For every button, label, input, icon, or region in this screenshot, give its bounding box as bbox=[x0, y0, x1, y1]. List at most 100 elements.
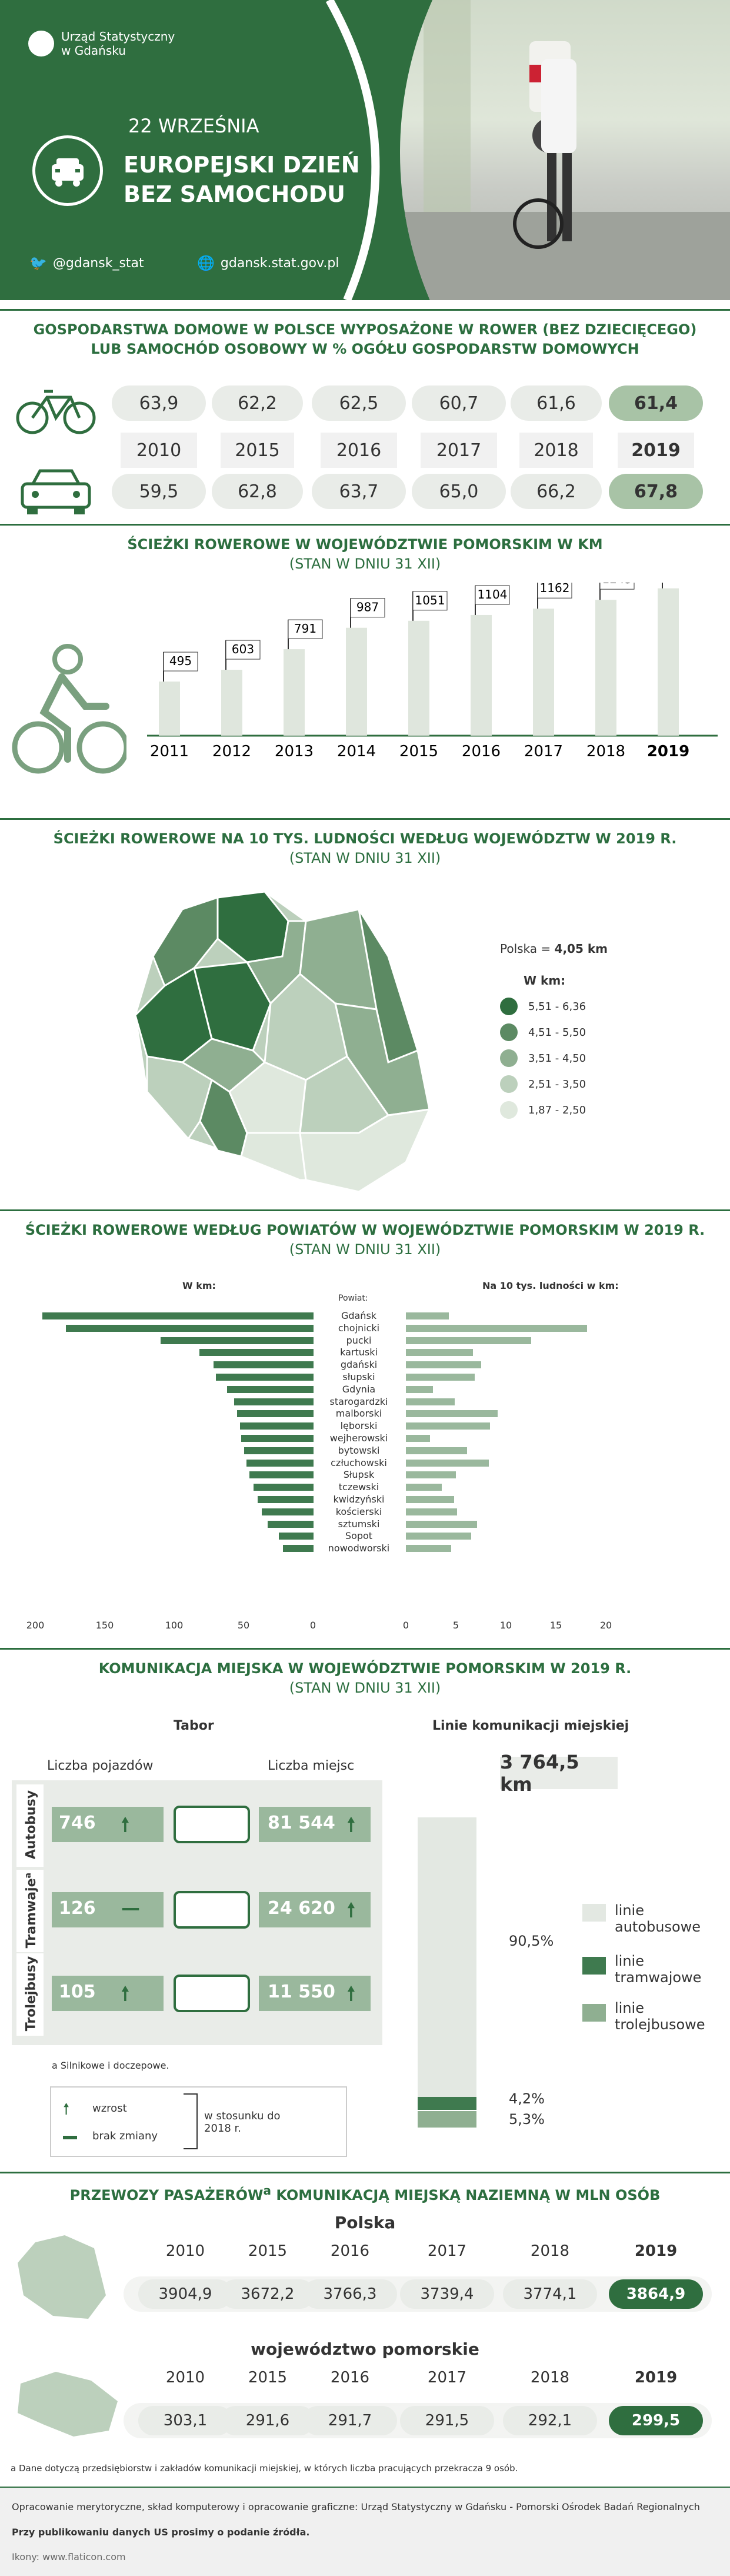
arrow-up-icon: 🠕 bbox=[347, 1899, 355, 1921]
legend-trol-swatch bbox=[582, 2004, 606, 2022]
x-tick-label: 2013 bbox=[275, 743, 314, 760]
website-url: gdansk.stat.gov.pl bbox=[220, 255, 339, 271]
legend-up: wzrost bbox=[92, 2102, 127, 2115]
bar-km bbox=[236, 1410, 314, 1418]
car-value-pill: 63,7 bbox=[312, 474, 406, 509]
right-tick: 10 bbox=[499, 1620, 512, 1631]
lines-title: Linie komunikacji miejskiej bbox=[432, 1719, 629, 1733]
logo-line2: w Gdańsku bbox=[61, 44, 126, 58]
year-label: 2019 bbox=[634, 2242, 678, 2260]
pct-bus: 90,5% bbox=[509, 1933, 554, 1949]
powiat-label: chojnicki bbox=[338, 1322, 380, 1334]
footer bbox=[0, 2488, 730, 2576]
passengers-title-b: KOMUNIKACJĄ MIEJSKĄ NAZIEMNĄ W MLN OSÓB bbox=[271, 2187, 661, 2203]
value-pill: 299,5 bbox=[609, 2406, 703, 2435]
row-label: Trolejbusy bbox=[24, 1950, 39, 2038]
flag bbox=[288, 619, 323, 639]
powiat-label: kartuski bbox=[340, 1347, 378, 1358]
bar-km bbox=[262, 1508, 314, 1515]
seats-value: 24 620 bbox=[268, 1898, 335, 1919]
car-value-pill: 67,8 bbox=[609, 474, 703, 509]
bar-per10k bbox=[406, 1520, 477, 1528]
header-photo bbox=[400, 0, 730, 300]
map-poland-small bbox=[18, 2235, 106, 2319]
trolley-share-bar bbox=[418, 2111, 476, 2128]
year-label: 2010 bbox=[121, 433, 197, 468]
trolleybus-icon bbox=[174, 1975, 250, 2012]
website-link[interactable]: 🌐 gdansk.stat.gov.pl bbox=[197, 255, 339, 271]
bar-km bbox=[282, 1545, 314, 1553]
left-tick: 0 bbox=[309, 1620, 316, 1631]
divider bbox=[0, 1209, 730, 1211]
x-tick-label: 2019 bbox=[647, 743, 689, 760]
bar bbox=[533, 609, 554, 736]
powiaty-subtitle: (STAN W DNIU 31 XII) bbox=[289, 1241, 441, 1258]
legend-label: 3,51 - 4,50 bbox=[528, 1052, 586, 1065]
legend-swatch bbox=[500, 1101, 518, 1119]
seats-value: 81 544 bbox=[268, 1813, 335, 1833]
passengers-title: PRZEWOZY PASAŻERÓWa KOMUNIKACJĄ MIEJSKĄ … bbox=[0, 2182, 730, 2204]
header-banner: Urząd Statystyczny w Gdańsku 22 WRZEŚNIA… bbox=[0, 0, 730, 300]
divider bbox=[0, 818, 730, 820]
seats-value: 11 550 bbox=[268, 1982, 335, 2002]
bike-value-pill: 61,4 bbox=[609, 385, 703, 421]
divider bbox=[0, 2487, 730, 2488]
legend-label: 4,51 - 5,50 bbox=[528, 1026, 586, 1039]
car-value-pill: 66,2 bbox=[511, 474, 602, 509]
vehicles-value: 105 bbox=[59, 1982, 96, 2002]
left-tick: 50 bbox=[237, 1620, 250, 1631]
transport-subtitle: (STAN W DNIU 31 XII) bbox=[289, 1680, 441, 1696]
row-label-box bbox=[16, 1870, 44, 1952]
powiat-label: sztumski bbox=[338, 1518, 380, 1530]
row-label-sup: a bbox=[23, 1873, 33, 1879]
year-label: 2017 bbox=[427, 2369, 467, 2386]
flag bbox=[163, 652, 198, 672]
paths-title: ŚCIEŻKI ROWEROWE W WOJEWÓDZTWIE POMORSKI… bbox=[127, 536, 603, 553]
row-label-box bbox=[16, 1953, 44, 2036]
bar-km bbox=[246, 1459, 314, 1467]
flag bbox=[475, 585, 510, 605]
year-label: 2016 bbox=[330, 2369, 370, 2386]
flag bbox=[599, 583, 635, 590]
bus-share-bar bbox=[418, 1817, 476, 2097]
bar-per10k bbox=[406, 1337, 531, 1344]
vehicles-value: 126 bbox=[59, 1898, 96, 1919]
powiat-label: malborski bbox=[335, 1408, 382, 1420]
x-tick-label: 2015 bbox=[399, 743, 438, 760]
value-pill: 303,1 bbox=[138, 2406, 232, 2435]
bar-per10k bbox=[406, 1459, 489, 1467]
legend-label: 5,51 - 6,36 bbox=[528, 1000, 586, 1013]
pct-trol: 5,3% bbox=[509, 2111, 545, 2128]
pct-tram: 4,2% bbox=[509, 2090, 545, 2107]
twitter-icon: 🐦 bbox=[29, 255, 47, 271]
bike-value-pill: 62,2 bbox=[212, 385, 303, 421]
legend-tram: linie tramwajowe bbox=[615, 1953, 702, 1986]
flag bbox=[537, 583, 572, 599]
twitter-link[interactable]: 🐦 @gdansk_stat bbox=[29, 255, 144, 271]
bar bbox=[658, 588, 679, 736]
arrow-up-icon: 🠕 bbox=[347, 1982, 355, 2005]
powiat-label: Gdańsk bbox=[341, 1310, 377, 1321]
change-legend: 🠕 wzrost brak zmiany w stosunku do 2018 … bbox=[50, 2086, 347, 2157]
year-label: 2017 bbox=[427, 2242, 467, 2260]
powiat-label: tczewski bbox=[338, 1481, 379, 1493]
powiat-label: Słupsk bbox=[343, 1469, 375, 1481]
bar-per10k bbox=[406, 1484, 442, 1491]
year-label: 2017 bbox=[421, 433, 497, 468]
bar-per10k bbox=[406, 1385, 433, 1393]
value-pill: 3672,2 bbox=[221, 2279, 315, 2309]
title-line2: BEZ SAMOCHODU bbox=[124, 181, 345, 207]
x-tick-label: 2016 bbox=[462, 743, 501, 760]
powiat-label: starogardzki bbox=[329, 1395, 388, 1407]
map-poland bbox=[134, 890, 431, 1193]
divider bbox=[0, 1648, 730, 1650]
bike-value-pill: 60,7 bbox=[412, 385, 506, 421]
bar-km bbox=[244, 1447, 314, 1454]
right-tick: 0 bbox=[402, 1620, 409, 1631]
value-pill: 3739,4 bbox=[400, 2279, 494, 2309]
footer-line1: Opracowanie merytoryczne, skład komputer… bbox=[12, 2501, 700, 2512]
bike-value-pill: 63,9 bbox=[112, 385, 206, 421]
legend-flat: brak zmiany bbox=[92, 2130, 158, 2142]
col-seats: Liczba miejsc bbox=[268, 1759, 355, 1773]
bar-km bbox=[278, 1533, 314, 1540]
